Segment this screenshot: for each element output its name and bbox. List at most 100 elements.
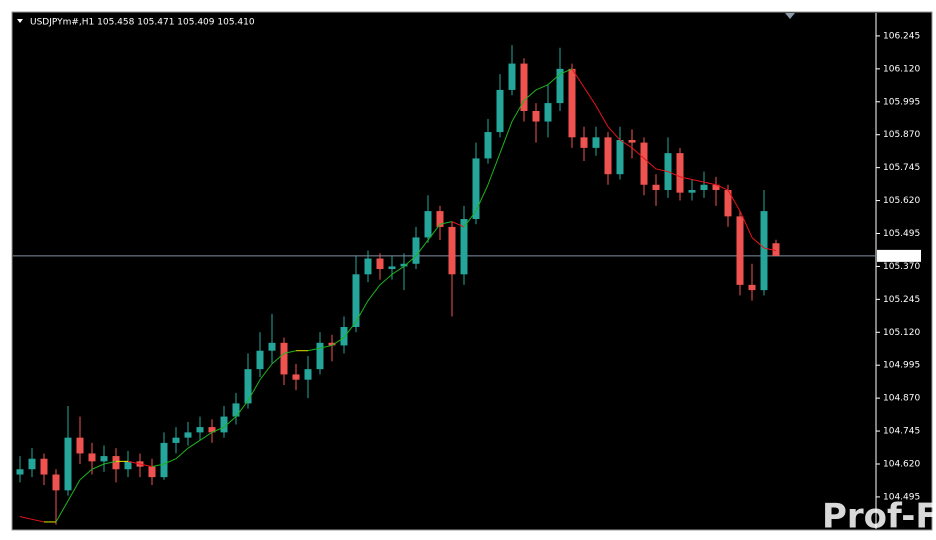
candle-body	[244, 369, 252, 404]
candle-body	[472, 158, 480, 219]
candle-body	[280, 342, 288, 375]
y-tick-label: 106.245	[883, 31, 920, 41]
y-tick-label: 105.995	[883, 97, 920, 107]
watermark: Prof-FX	[822, 497, 936, 537]
candle-body	[496, 89, 504, 133]
ma-segment	[391, 265, 405, 275]
ma-segment	[199, 431, 213, 441]
candle-body	[580, 137, 588, 148]
candle-body	[412, 237, 420, 264]
ma-segment	[55, 500, 69, 523]
y-tick-label: 105.870	[883, 130, 920, 140]
candle-body	[616, 139, 624, 175]
ma-segment	[739, 210, 753, 238]
ma-segment	[235, 400, 249, 417]
candle-body	[100, 456, 108, 462]
ma-segment	[703, 181, 717, 186]
ma-segment	[331, 337, 345, 346]
candle-body	[484, 132, 492, 159]
y-tick-label: 105.120	[883, 328, 920, 338]
candle-body	[328, 342, 336, 346]
ma-segment	[19, 516, 33, 520]
y-tick-label: 105.620	[883, 196, 920, 206]
candle-body	[400, 263, 408, 267]
shift-marker	[785, 13, 795, 19]
ma-segment	[283, 350, 297, 354]
ma-segment	[175, 447, 189, 460]
candle-body	[424, 211, 432, 238]
ma-segment	[679, 176, 693, 180]
ma-segment	[655, 168, 669, 173]
price-label: 105.410	[881, 251, 918, 261]
candle-body	[520, 63, 528, 111]
candle-body	[148, 466, 156, 478]
ma-segment	[643, 158, 657, 170]
ma-segment	[223, 416, 237, 428]
candle-body	[88, 453, 96, 462]
candle-body	[28, 458, 36, 470]
y-tick-label: 104.620	[883, 459, 920, 469]
y-tick-label: 105.245	[883, 295, 920, 305]
ma-segment	[379, 273, 393, 286]
ma-segment	[691, 178, 705, 183]
ma-segment	[751, 237, 765, 249]
chart-frame	[11, 11, 933, 531]
ma-segment	[439, 221, 453, 225]
candle-body	[52, 474, 60, 491]
ma-segment	[511, 100, 525, 122]
ma-segment	[127, 460, 141, 465]
menu-arrow[interactable]	[17, 19, 23, 23]
candle-body	[760, 211, 768, 291]
ma-segment	[451, 221, 465, 228]
candle-body	[220, 416, 228, 433]
candle-body	[556, 68, 564, 104]
ma-segment	[535, 84, 549, 91]
candle-body	[16, 469, 24, 475]
candle-body	[532, 110, 540, 122]
ma-segment	[487, 152, 501, 185]
candle-body	[436, 211, 444, 227]
ma-segment	[403, 255, 417, 267]
ma-segment	[583, 87, 597, 106]
ma-segment	[307, 347, 321, 352]
ma-segment	[523, 89, 537, 101]
candle-body	[256, 350, 264, 370]
candle-body	[40, 458, 48, 475]
candle-body	[304, 369, 312, 380]
ma-segment	[595, 105, 609, 128]
candle-body	[652, 184, 660, 191]
ma-segment	[727, 189, 741, 212]
candle-body	[196, 427, 204, 433]
candle-body	[208, 427, 216, 433]
ma-segment	[559, 68, 573, 75]
ma-segment	[499, 121, 513, 154]
ma-segment	[415, 239, 429, 257]
candle-body	[292, 374, 300, 380]
candle-body	[604, 137, 612, 175]
candle-body	[568, 68, 576, 138]
candle-body	[340, 327, 348, 346]
candle-body	[112, 456, 120, 470]
candle-body	[688, 190, 696, 193]
y-tick-label: 105.495	[883, 229, 920, 239]
candle-body	[460, 219, 468, 275]
y-tick-label: 104.745	[883, 427, 920, 437]
ma-segment	[79, 468, 93, 481]
y-tick-label: 105.370	[883, 262, 920, 272]
candle-body	[124, 461, 132, 470]
ma-segment	[319, 344, 333, 349]
candle-body	[316, 342, 324, 370]
candle-body	[376, 258, 384, 270]
candle-body	[76, 437, 84, 454]
candle-body	[364, 258, 372, 275]
candle-body	[592, 137, 600, 148]
y-tick-label: 104.995	[883, 361, 920, 371]
price-label-box	[877, 249, 921, 262]
ma-segment	[67, 479, 81, 502]
ma-segment	[31, 518, 45, 523]
candle-body	[772, 243, 780, 256]
ma-segment	[139, 463, 153, 468]
ma-segment	[631, 147, 645, 159]
ma-segment	[187, 439, 201, 449]
